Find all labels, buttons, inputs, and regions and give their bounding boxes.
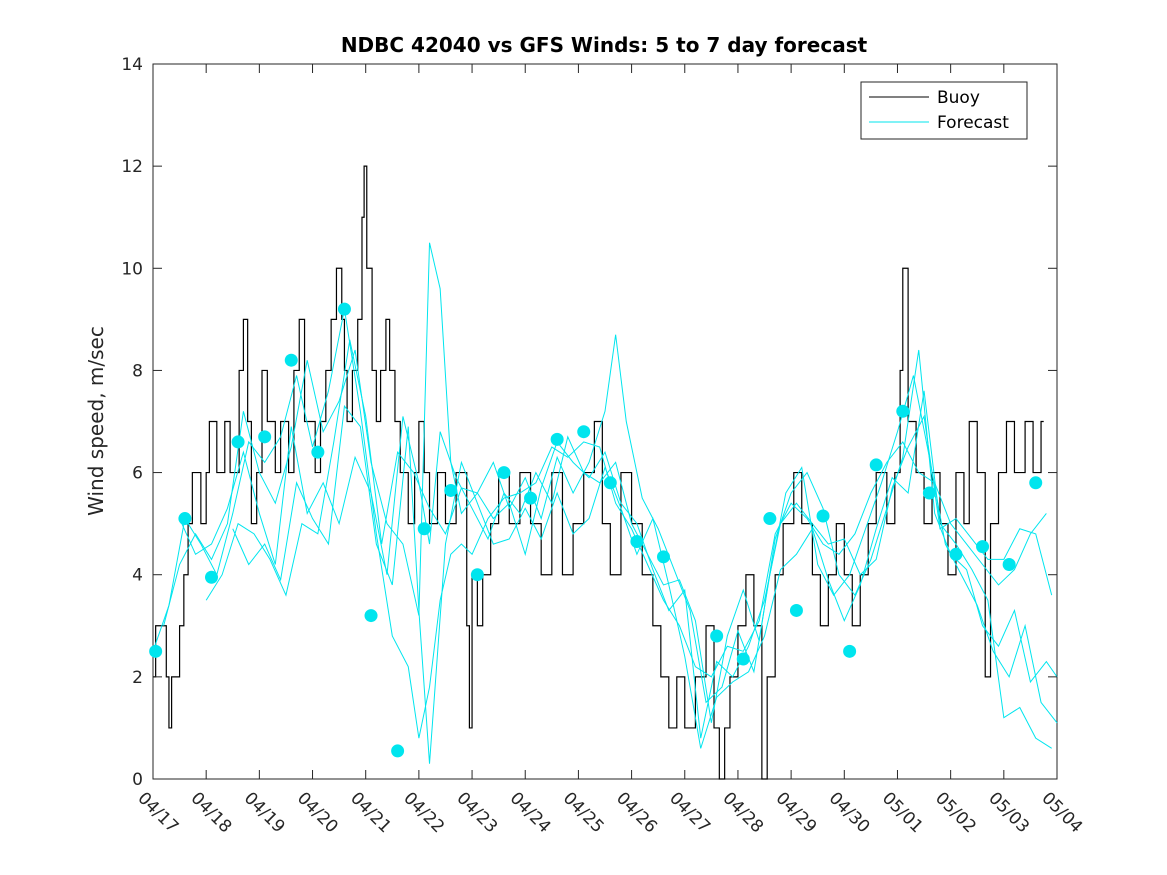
x-tick-label: 05/04 — [1037, 788, 1086, 837]
x-tick-label: 04/28 — [718, 788, 767, 837]
x-tick-label: 05/03 — [984, 788, 1033, 837]
x-tick-label: 04/19 — [240, 788, 289, 837]
forecast-marker — [1029, 476, 1043, 490]
forecast-marker — [364, 609, 378, 623]
forecast-marker — [391, 744, 405, 758]
legend-buoy-label: Buoy — [937, 88, 980, 108]
forecast-line — [152, 309, 1047, 739]
forecast-marker — [816, 509, 830, 523]
x-tick-label: 04/27 — [665, 788, 714, 837]
forecast-marker — [231, 435, 245, 449]
forecast-marker — [258, 430, 272, 444]
x-tick-label: 04/18 — [187, 788, 236, 837]
forecast-marker — [896, 404, 910, 418]
forecast-line — [205, 339, 1053, 739]
x-tick-label: 04/22 — [399, 788, 448, 837]
x-tick-label: 04/21 — [346, 788, 395, 837]
forecast-line — [179, 349, 1058, 723]
plot-area — [149, 63, 1058, 780]
forecast-marker — [922, 486, 936, 500]
forecast-marker — [949, 547, 963, 561]
legend: Buoy Forecast — [860, 81, 1028, 140]
buoy-line — [153, 165, 1044, 780]
forecast-marker — [603, 476, 617, 490]
forecast-line — [232, 390, 1052, 764]
forecast-marker — [630, 535, 644, 549]
x-tick-label: 04/29 — [772, 788, 821, 837]
forecast-marker — [444, 483, 458, 497]
forecast-marker — [577, 425, 591, 439]
forecast-marker — [204, 570, 218, 584]
x-tick-label: 05/01 — [878, 788, 927, 837]
forecast-marker — [550, 432, 564, 446]
forecast-marker — [843, 644, 857, 658]
forecast-marker — [656, 550, 670, 564]
forecast-marker — [470, 568, 484, 582]
y-tick-label: 6 — [132, 464, 143, 484]
chart-title: NDBC 42040 vs GFS Winds: 5 to 7 day fore… — [341, 33, 868, 57]
legend-forecast-label: Forecast — [937, 113, 1009, 133]
y-axis: 0 2 4 6 8 10 12 14 — [121, 55, 1057, 790]
forecast-marker — [976, 540, 990, 554]
y-axis-label: Wind speed, m/sec — [84, 326, 108, 516]
y-tick-label: 14 — [121, 55, 143, 75]
y-tick-label: 10 — [121, 259, 143, 279]
forecast-marker — [149, 644, 163, 658]
x-tick-label: 04/24 — [506, 788, 555, 837]
forecast-marker — [710, 629, 724, 643]
plot-frame — [152, 63, 1058, 780]
forecast-marker — [736, 652, 750, 666]
x-tick-label: 04/25 — [559, 788, 608, 837]
buoy-series — [153, 165, 1044, 780]
forecast-marker — [337, 302, 351, 316]
x-tick-label: 05/02 — [931, 788, 980, 837]
forecast-marker — [178, 512, 192, 526]
forecast-marker — [763, 512, 777, 526]
legend-box — [860, 81, 1028, 140]
forecast-marker — [1002, 558, 1016, 571]
x-tick-label: 04/23 — [453, 788, 502, 837]
forecast-marker — [311, 445, 325, 459]
y-tick-label: 4 — [132, 566, 143, 586]
x-tick-label: 04/26 — [612, 788, 661, 837]
forecast-marker — [789, 603, 803, 617]
y-tick-label: 2 — [132, 668, 143, 688]
forecast-marker — [417, 522, 431, 536]
forecast-series — [152, 242, 1058, 764]
forecast-marker — [869, 458, 883, 472]
x-tick-label: 04/30 — [825, 788, 874, 837]
forecast-marker — [284, 353, 298, 367]
x-tick-label: 04/17 — [133, 788, 182, 837]
x-tick-label: 04/20 — [293, 788, 342, 837]
forecast-marker — [524, 491, 538, 505]
forecast-marker — [497, 466, 511, 480]
y-tick-label: 0 — [132, 770, 143, 790]
forecast-markers — [149, 302, 1043, 758]
y-tick-label: 8 — [132, 361, 143, 381]
y-tick-label: 12 — [121, 157, 143, 177]
